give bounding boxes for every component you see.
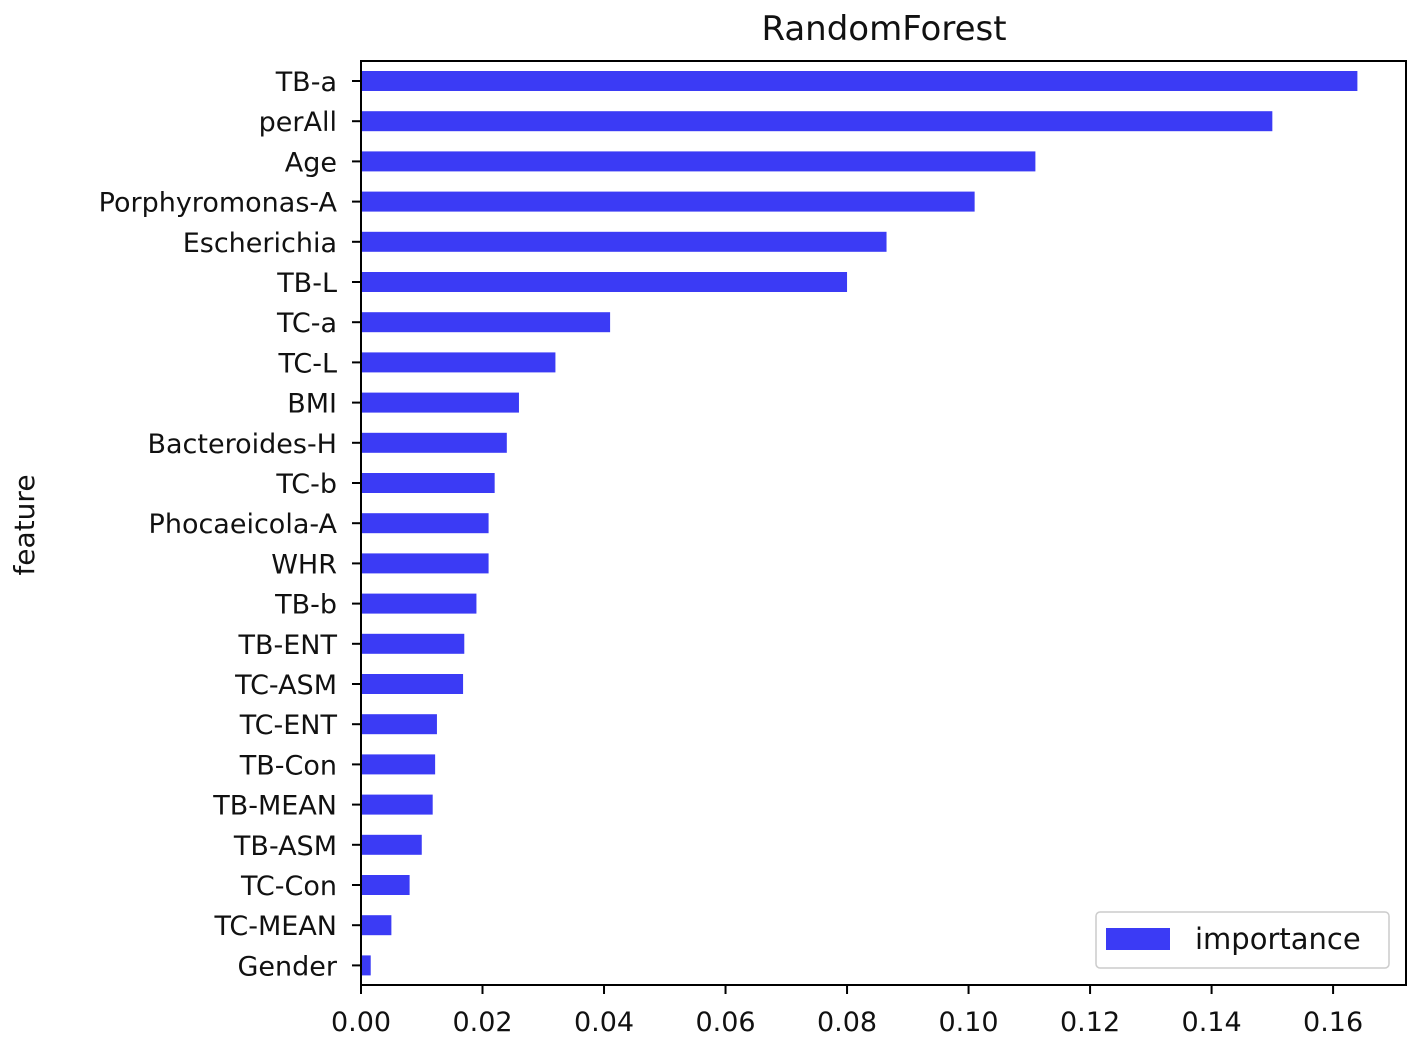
y-tick-label: TB-L (276, 268, 337, 299)
bar-Gender (361, 955, 371, 976)
bar-TC-b (361, 473, 495, 493)
bar-Porphyromonas-A (361, 191, 975, 212)
y-tick-label: TB-MEAN (212, 791, 337, 822)
legend-label: importance (1195, 922, 1361, 956)
y-tick-label: TB-ASM (233, 831, 337, 862)
bar-Age (361, 151, 1036, 172)
bar-TB-L (361, 272, 848, 292)
y-tick-label: TC-ASM (234, 670, 337, 701)
bar-TB-ASM (361, 834, 422, 855)
y-tick-label: TC-ENT (239, 710, 338, 741)
y-tick-label: TC-MEAN (213, 911, 337, 942)
x-tick-label: 0.08 (817, 1007, 877, 1038)
x-tick-label: 0.04 (574, 1007, 634, 1038)
bar-TC-MEAN (361, 915, 392, 936)
bar-TB-b (361, 593, 477, 614)
bar-Bacteroides-H (361, 432, 507, 453)
legend-box (1095, 911, 1390, 969)
bar-Phocaeicola-A (361, 513, 489, 534)
y-tick-label: Phocaeicola-A (149, 509, 338, 540)
y-axis-label: feature (8, 474, 41, 575)
bar-TC-Con (361, 875, 410, 895)
y-tick-label: Bacteroides-H (147, 429, 337, 460)
y-tick-label: TB-b (274, 590, 337, 621)
y-tick-label: BMI (287, 389, 337, 420)
y-tick-label: TC-L (277, 348, 337, 379)
y-tick-label: TC-a (276, 308, 337, 339)
x-tick-label: 0.16 (1303, 1007, 1363, 1038)
y-tick-label: TB-Con (239, 750, 337, 781)
x-axis: 0.00 0.02 0.04 0.06 0.08 0.10 0.12 0.14 0.16 (331, 985, 1363, 1038)
legend-swatch (1106, 928, 1170, 950)
bar-BMI (361, 392, 519, 413)
bar-TB-ENT (361, 633, 465, 654)
bar-TB-MEAN (361, 794, 433, 815)
bar-TC-a (361, 312, 611, 333)
legend: importance (1095, 911, 1390, 969)
x-tick-label: 0.02 (452, 1007, 512, 1038)
y-tick-label: Gender (238, 951, 338, 982)
bar-TB-a (361, 71, 1358, 91)
chart-title: RandomForest (761, 9, 1006, 49)
x-tick-label: 0.06 (695, 1007, 755, 1038)
y-tick-label: WHR (271, 549, 337, 580)
bars-group (361, 71, 1358, 976)
bar-WHR (361, 553, 489, 574)
y-axis: TB-a perAll Age Porphyromonas-A Escherichia T… (99, 67, 361, 982)
y-tick-label: perAll (259, 107, 337, 138)
x-tick-label: 0.12 (1060, 1007, 1120, 1038)
y-tick-label: TB-ENT (237, 630, 337, 661)
y-tick-label: Escherichia (183, 228, 337, 259)
bar-perAll (361, 111, 1273, 132)
y-tick-label: TC-b (275, 469, 337, 500)
bar-TC-ENT (361, 714, 437, 735)
plot-area-frame (360, 60, 1407, 986)
x-tick-label: 0.14 (1182, 1007, 1242, 1038)
x-tick-label: 0.00 (331, 1007, 391, 1038)
y-tick-label: Porphyromonas-A (99, 188, 338, 219)
y-tick-label: TC-Con (240, 871, 337, 902)
y-tick-label: Age (285, 147, 337, 178)
x-tick-label: 0.10 (938, 1007, 998, 1038)
bar-TC-L (361, 352, 556, 373)
bar-Escherichia (361, 231, 887, 252)
bar-TC-ASM (361, 674, 464, 694)
bar-TB-Con (361, 754, 436, 775)
y-tick-label: TB-a (275, 67, 337, 98)
